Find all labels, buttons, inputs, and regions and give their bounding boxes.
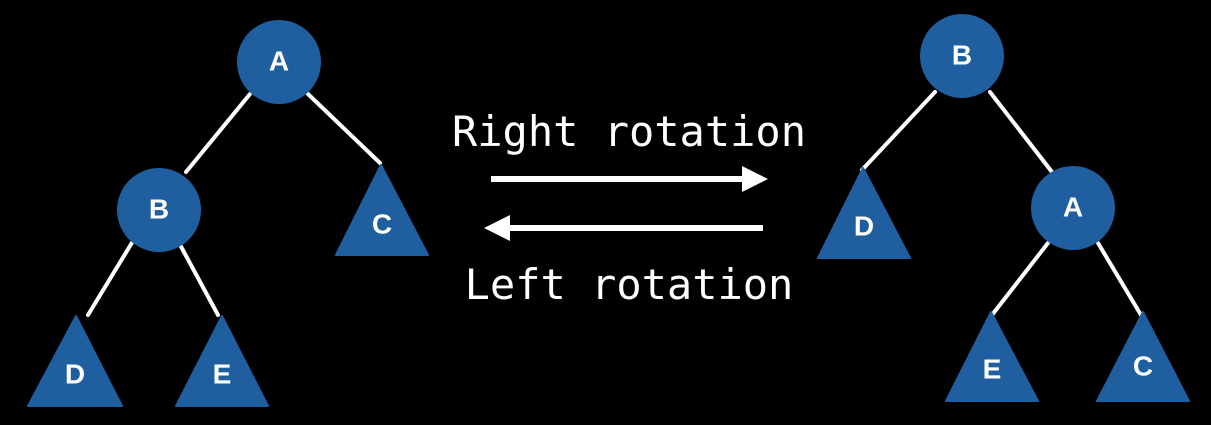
subtree-d-left-label: D bbox=[65, 358, 85, 389]
edge-b-d-left bbox=[88, 241, 133, 315]
subtree-c-left-label: C bbox=[372, 208, 392, 239]
rotation-operations: Right rotation Left rotation bbox=[452, 107, 806, 309]
subtree-c-right-label: C bbox=[1133, 350, 1153, 381]
subtree-d-right-label: D bbox=[854, 210, 874, 241]
edge-b-e-left bbox=[178, 241, 218, 315]
edge-a-c-right bbox=[1098, 243, 1141, 315]
node-b-right-label: B bbox=[952, 39, 972, 70]
subtree-e-right-label: E bbox=[983, 353, 1002, 384]
node-b-left-label: B bbox=[149, 193, 169, 224]
edge-b-a-right bbox=[990, 92, 1052, 172]
right-rotation-label: Right rotation bbox=[452, 107, 806, 156]
node-a-right-label: A bbox=[1063, 191, 1083, 222]
edge-b-d-right bbox=[862, 92, 935, 170]
subtree-e-left-label: E bbox=[213, 358, 232, 389]
edge-a-c-left bbox=[308, 94, 380, 163]
right-arrow-icon bbox=[491, 166, 768, 192]
node-a-left-label: A bbox=[269, 45, 289, 76]
left-arrow-icon bbox=[484, 215, 763, 241]
right-tree: B A D E C bbox=[818, 14, 1189, 401]
left-tree: A B C D E bbox=[28, 20, 428, 406]
edge-a-e-right bbox=[992, 243, 1048, 315]
left-rotation-label: Left rotation bbox=[465, 260, 794, 309]
edge-a-b-left bbox=[186, 94, 250, 172]
